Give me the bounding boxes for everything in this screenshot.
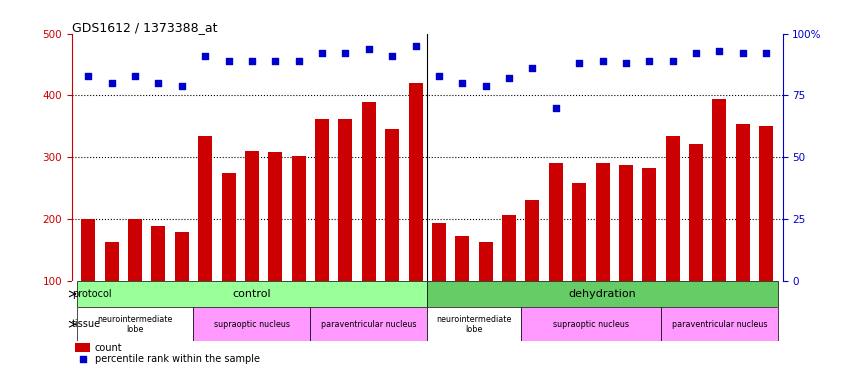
Bar (385, 129, 399, 280)
Point (362, 45, 376, 51)
Bar (455, 236, 470, 280)
Bar (596, 164, 610, 280)
Bar (759, 126, 773, 280)
Bar (77, 308, 194, 341)
Text: percentile rank within the sample: percentile rank within the sample (95, 354, 260, 364)
Point (245, 58, 259, 64)
Text: count: count (95, 342, 123, 352)
Bar (432, 223, 446, 280)
Bar (81, 219, 96, 280)
Bar (175, 232, 189, 280)
Bar (315, 119, 329, 280)
Point (712, 48, 726, 54)
Bar (292, 156, 305, 280)
Point (386, 53, 399, 59)
Bar (502, 214, 516, 280)
Point (105, 80, 118, 86)
Bar (198, 135, 212, 280)
Bar (75, 343, 90, 352)
Point (198, 53, 212, 59)
Point (432, 73, 446, 79)
Point (222, 58, 235, 64)
Point (666, 58, 679, 64)
Point (316, 51, 329, 57)
Point (525, 65, 539, 71)
Point (689, 51, 703, 57)
Text: protocol: protocol (72, 289, 112, 299)
Point (175, 82, 189, 88)
Point (151, 80, 165, 86)
Bar (244, 151, 259, 280)
Bar (689, 144, 703, 280)
Text: control: control (233, 289, 272, 299)
Point (455, 80, 469, 86)
Bar (409, 83, 422, 280)
Bar (549, 164, 563, 280)
Point (596, 58, 609, 64)
Bar (427, 280, 777, 308)
Point (479, 82, 492, 88)
Point (268, 58, 282, 64)
Bar (642, 168, 656, 280)
Bar (338, 119, 353, 280)
Bar (222, 172, 235, 280)
Bar (619, 165, 633, 280)
Point (760, 51, 773, 57)
Text: paraventricular nucleus: paraventricular nucleus (321, 320, 416, 329)
Bar (268, 152, 283, 280)
Point (81, 73, 95, 79)
Text: neurointermediate
lobe: neurointermediate lobe (97, 315, 173, 334)
Bar (479, 242, 492, 280)
Bar (736, 124, 750, 280)
Bar (362, 102, 376, 280)
Text: paraventricular nucleus: paraventricular nucleus (672, 320, 767, 329)
Text: tissue: tissue (72, 319, 102, 329)
Text: supraoptic nucleus: supraoptic nucleus (553, 320, 629, 329)
Point (503, 75, 516, 81)
Text: GDS1612 / 1373388_at: GDS1612 / 1373388_at (72, 21, 217, 34)
Point (573, 60, 586, 66)
Text: supraoptic nucleus: supraoptic nucleus (214, 320, 290, 329)
Bar (712, 99, 727, 280)
Point (338, 51, 352, 57)
Bar (151, 226, 166, 280)
Bar (105, 242, 118, 280)
Point (292, 58, 305, 64)
Text: neurointermediate
lobe: neurointermediate lobe (437, 315, 512, 334)
Point (619, 60, 633, 66)
Point (409, 43, 422, 49)
Point (736, 51, 750, 57)
Bar (77, 280, 427, 308)
Bar (525, 200, 540, 280)
Point (129, 73, 142, 79)
Text: dehydration: dehydration (569, 289, 636, 299)
Point (643, 58, 656, 64)
Bar (310, 308, 427, 341)
Bar (194, 308, 310, 341)
Bar (128, 219, 142, 280)
Point (549, 105, 563, 111)
Bar (521, 308, 661, 341)
Point (76, 356, 90, 362)
Bar (572, 183, 586, 280)
Bar (427, 308, 521, 341)
Bar (661, 308, 777, 341)
Bar (666, 135, 679, 280)
